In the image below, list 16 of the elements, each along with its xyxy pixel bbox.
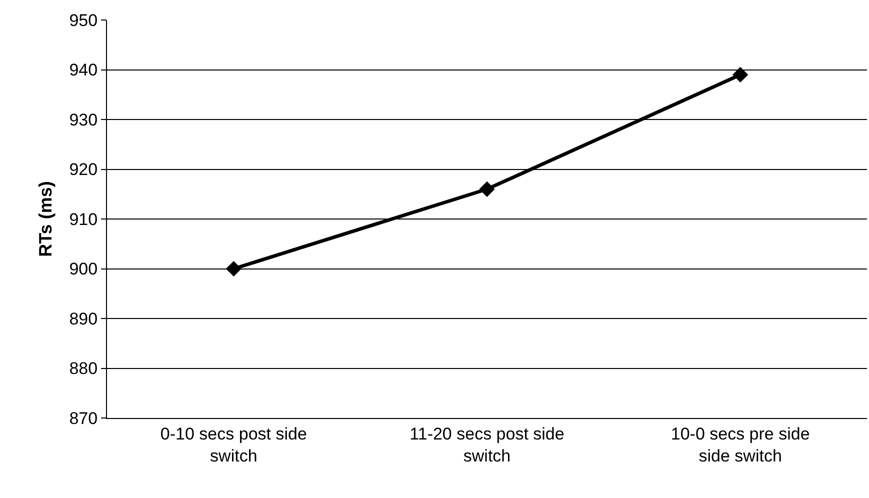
y-axis-title: RTs (ms) xyxy=(35,181,56,257)
y-tick-label: 940 xyxy=(69,60,98,80)
x-tick-label: 0-10 secs post side switch xyxy=(160,424,307,466)
y-tick-label: 900 xyxy=(69,260,98,279)
x-tick-label: 11-20 secs post side switch xyxy=(410,424,564,466)
y-tick-label: 870 xyxy=(69,408,98,428)
x-tick-label: 10-0 secs pre side side switch xyxy=(670,424,810,466)
y-tick-label: 890 xyxy=(69,309,98,328)
y-tick-label: 920 xyxy=(69,160,98,180)
y-tick-label: 880 xyxy=(69,359,98,378)
y-tick-label: 910 xyxy=(69,210,98,229)
point xyxy=(226,260,242,277)
point xyxy=(479,181,495,197)
y-tick-label: 950 xyxy=(69,10,98,30)
y-tick-label: 930 xyxy=(69,110,98,130)
point xyxy=(732,66,748,83)
